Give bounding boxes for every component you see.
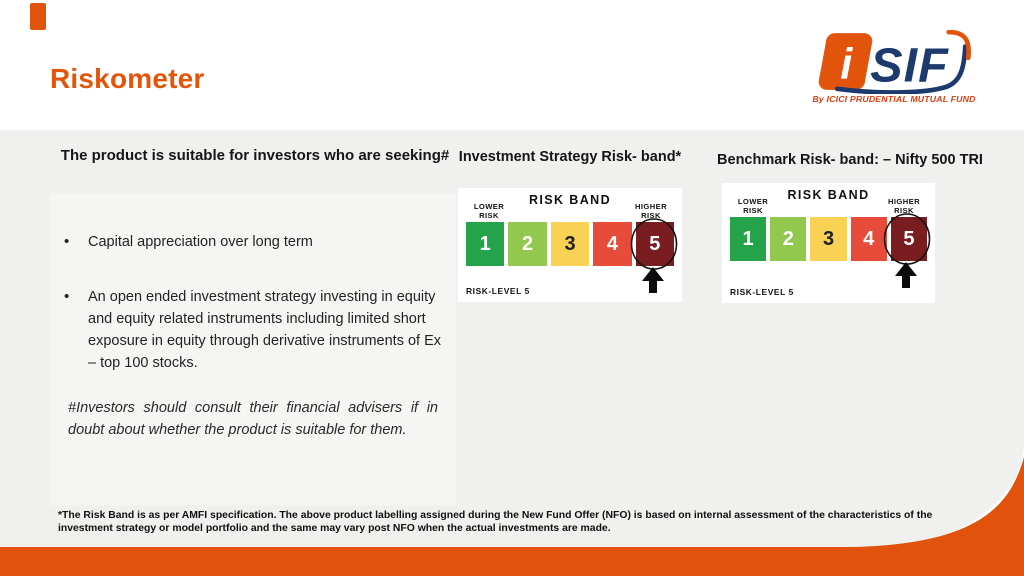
risk-level-4: 4 <box>850 217 887 261</box>
logo-byline: By ICICI PRUDENTIAL MUTUAL FUND <box>812 94 976 104</box>
bullet-text: Capital appreciation over long term <box>88 234 313 250</box>
risk-level-3: 3 <box>550 222 590 266</box>
logo-i-glyph: i <box>840 41 853 89</box>
arrow-up-icon <box>641 267 665 293</box>
risk-level-caption: RISK-LEVEL 5 <box>466 286 530 296</box>
risk-scale-row: 1 2 3 4 5 <box>466 218 678 270</box>
list-item: • An open ended investment strategy inve… <box>64 286 446 374</box>
risk-level-caption: RISK-LEVEL 5 <box>730 287 794 297</box>
risk-scale-row: 1 2 3 4 5 <box>730 213 931 265</box>
risk-level-1: 1 <box>466 222 505 266</box>
suitability-box: • Capital appreciation over long term • … <box>50 193 456 505</box>
arrow-up-icon <box>894 262 918 288</box>
isif-logo-mark: i SIF <box>818 30 972 94</box>
suitability-list: • Capital appreciation over long term • … <box>50 193 456 374</box>
bullet-text: An open ended investment strategy invest… <box>88 289 442 371</box>
strategy-risk-header: Investment Strategy Risk- band* <box>458 149 682 165</box>
selected-level-circle-icon <box>883 213 931 265</box>
strategy-risk-band-card: RISK BAND LOWER RISK HIGHER RISK 1 2 3 4… <box>458 188 682 302</box>
risk-level-1: 1 <box>730 217 767 261</box>
lower-risk-label: LOWER RISK <box>473 202 505 221</box>
benchmark-risk-band-card: RISK BAND LOWER RISK HIGHER RISK 1 2 3 4… <box>722 183 935 303</box>
higher-risk-label: HIGHER RISK <box>888 197 920 216</box>
suitability-header: The product is suitable for investors wh… <box>60 147 450 164</box>
logo-orange-swoosh <box>946 30 972 61</box>
amfi-disclaimer: *The Risk Band is as per AMFI specificat… <box>58 510 933 534</box>
higher-risk-label: HIGHER RISK <box>635 202 667 221</box>
risk-level-4: 4 <box>593 222 632 266</box>
logo-orange-shape <box>818 33 873 90</box>
advisers-note: #Investors should consult their financia… <box>68 400 438 438</box>
risk-level-2: 2 <box>508 222 547 266</box>
risk-level-3: 3 <box>810 217 847 261</box>
isif-logo: i SIF By ICICI PRUDENTIAL MUTUAL FUND <box>806 28 982 108</box>
risk-band-title: RISK BAND <box>528 193 612 207</box>
risk-level-5: 5 <box>890 217 928 261</box>
logo-navy-swoosh <box>834 44 968 94</box>
page-title: Riskometer <box>50 63 205 94</box>
risk-level-5: 5 <box>635 222 675 266</box>
bullet-icon: • <box>64 288 70 305</box>
risk-band-title: RISK BAND <box>787 188 870 202</box>
risk-level-2: 2 <box>770 217 807 261</box>
bullet-icon: • <box>64 233 70 250</box>
top-accent-bar <box>30 3 46 30</box>
logo-sif-text: SIF <box>870 39 949 93</box>
selected-level-circle-icon <box>630 218 678 270</box>
lower-risk-label: LOWER RISK <box>737 197 769 216</box>
benchmark-risk-header: Benchmark Risk- band: – Nifty 500 TRI <box>717 152 983 168</box>
list-item: • Capital appreciation over long term <box>64 231 446 253</box>
